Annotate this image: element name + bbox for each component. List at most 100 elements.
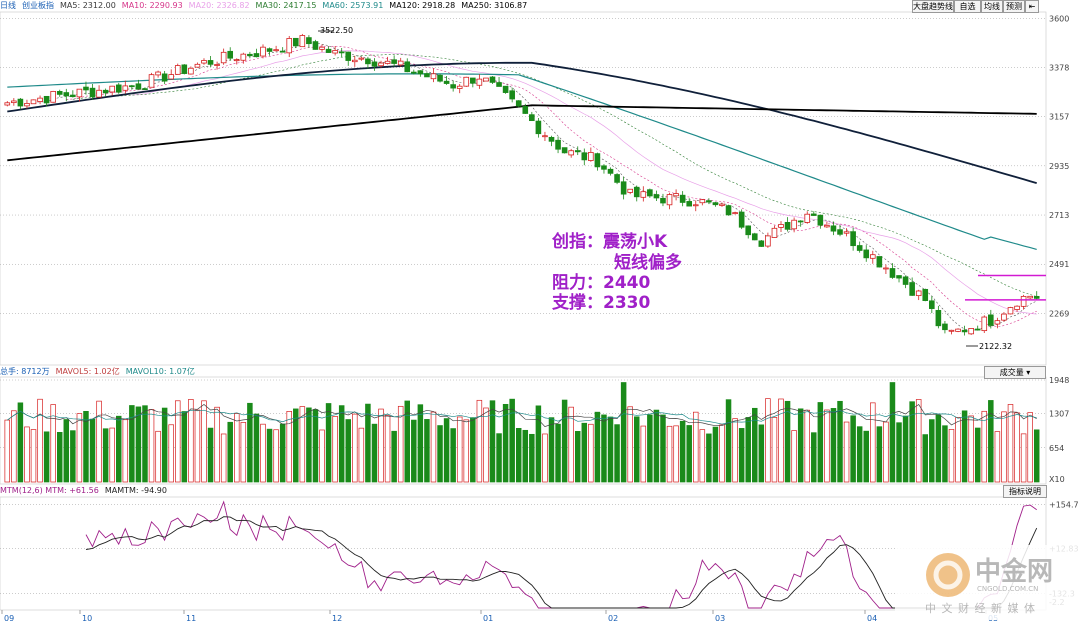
candle-body (358, 57, 365, 60)
volume-bar (797, 408, 804, 483)
volume-bar (476, 399, 483, 483)
indicator-help-button[interactable]: 指标说明 (1003, 485, 1047, 498)
candle-body (30, 99, 37, 105)
candle-body (548, 136, 555, 142)
candle-body (319, 46, 325, 50)
candle-body (988, 314, 994, 326)
candle-body (568, 150, 574, 156)
candle-body (719, 203, 725, 206)
candle-body (443, 80, 450, 84)
price-axis-tick: 2713 (1049, 211, 1069, 220)
price-axis-tick: 3600 (1049, 14, 1069, 23)
volume-bar (234, 413, 240, 483)
candle-body (574, 150, 581, 153)
volume-bar (325, 403, 332, 483)
volume-bar (863, 430, 869, 483)
mavol10-line (7, 409, 1037, 425)
candle-body (96, 89, 102, 98)
candle-body (279, 50, 286, 53)
volume-bar (135, 406, 142, 483)
volume-bar (24, 426, 30, 483)
volume-bar (765, 398, 771, 483)
trend-line-button[interactable]: 大盘趋势线 (912, 0, 954, 13)
candle-body (863, 249, 870, 259)
volume-bar (738, 428, 745, 483)
ma-legend-item: MA20: 2326.82 (188, 1, 250, 10)
ma-button[interactable]: 均线 (981, 0, 1003, 13)
volume-bar (883, 421, 889, 483)
volume-bar (594, 411, 601, 483)
time-axis-label: 10 (82, 614, 92, 623)
volume-bar (365, 403, 371, 483)
candle-body (43, 95, 50, 104)
volume-bar (384, 414, 391, 483)
price-axis-tick: 3378 (1049, 64, 1069, 73)
volume-bar (535, 405, 542, 483)
volume-bar (961, 410, 968, 483)
price-axis-tick: 2491 (1049, 260, 1069, 269)
candle-body (594, 153, 601, 168)
volume-bar (929, 419, 935, 483)
price-axis-tick: 2935 (1049, 162, 1069, 171)
forecast-button[interactable]: 预测 (1003, 0, 1025, 13)
ma20-line (131, 50, 1037, 315)
price-axis-tick: 2269 (1049, 309, 1069, 318)
candle-body (332, 50, 338, 54)
volume-bar (889, 382, 896, 483)
candle-body (483, 77, 489, 82)
candle-body (581, 152, 588, 161)
candle-body (306, 37, 312, 45)
candle-body (542, 135, 548, 138)
volume-bar (758, 424, 765, 483)
candle-body (660, 197, 666, 204)
candle-body (174, 65, 181, 75)
indicator-select[interactable]: 成交量 ▾ (984, 366, 1046, 379)
mtm-value: MTM(12,6) MTM: +61.56 (0, 486, 99, 495)
low-price-label: 2122.32 (979, 342, 1012, 351)
candle-body (489, 76, 496, 83)
watchlist-button[interactable]: 自选 (954, 0, 981, 13)
volume-bar (463, 419, 470, 483)
candle-body (201, 60, 207, 64)
volume-bar (627, 406, 633, 483)
candle-body (233, 59, 240, 62)
candle-body (804, 213, 811, 223)
collapse-icon[interactable]: ⇤ (1025, 0, 1039, 13)
candle-body (437, 74, 443, 82)
candle-body (11, 100, 17, 104)
volume-axis-tick: 1307 (1049, 410, 1069, 419)
candle-body (529, 114, 535, 122)
volume-bar (791, 430, 797, 483)
volume-bar (522, 429, 529, 483)
volume-bar (902, 415, 909, 483)
candle-body (673, 193, 679, 197)
mavol5-line (7, 404, 1037, 428)
ma-legend-item: MA5: 2312.00 (60, 1, 116, 10)
volume-bar (332, 416, 338, 483)
candle-body (620, 181, 627, 195)
volume-bar (601, 414, 607, 483)
volume-bar (181, 411, 188, 483)
ma60-line (7, 73, 1037, 250)
candle-body (850, 231, 856, 247)
candle-body (260, 46, 266, 57)
ma250-line (7, 104, 1037, 162)
volume-bar (122, 419, 129, 483)
candle-body (942, 323, 948, 331)
volume-bar (286, 411, 292, 483)
volume-bar (50, 404, 56, 483)
candle-body (974, 328, 981, 331)
volume-total: 总手: 8712万 (0, 367, 50, 376)
volume-bar (129, 405, 135, 483)
cngold-logo-icon (926, 553, 970, 597)
volume-bar (843, 421, 850, 483)
volume-bar (811, 432, 817, 483)
candle-body (142, 88, 148, 91)
candle-body (50, 91, 56, 103)
volume-bar (981, 410, 988, 483)
candle-body (325, 48, 332, 53)
candle-body (161, 73, 168, 82)
volume-bar (640, 425, 647, 483)
candle-body (102, 89, 109, 94)
volume-bar (568, 406, 574, 483)
